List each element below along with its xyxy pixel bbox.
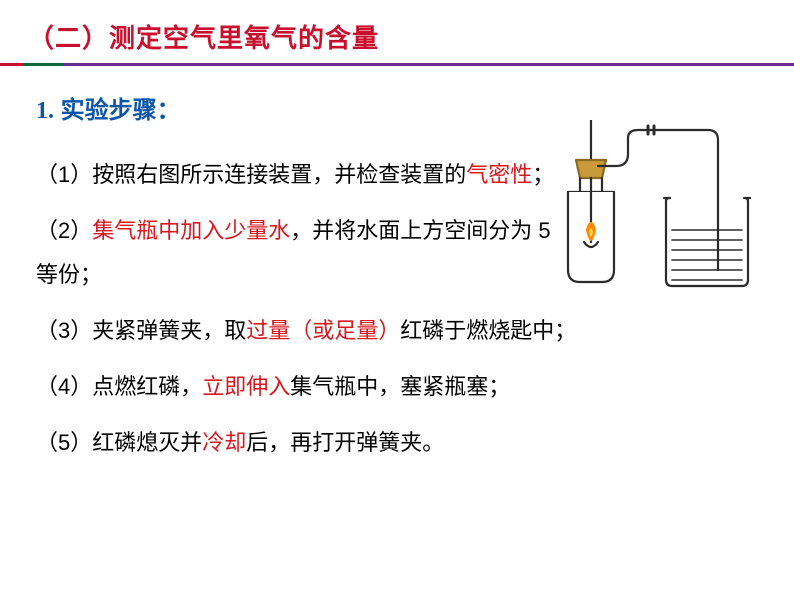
step-1: （1）按照右图所示连接装置，并检查装置的气密性； xyxy=(36,153,556,197)
section-title: （二）测定空气里氧气的含量 xyxy=(28,18,794,55)
highlight-text: 气密性 xyxy=(466,162,532,187)
step-text: （2） xyxy=(36,218,92,243)
highlight-text: 立即伸入 xyxy=(202,374,290,399)
step-text: 集气瓶中，塞紧瓶塞； xyxy=(290,374,510,399)
highlight-text: 集气瓶中加入少量水 xyxy=(92,218,290,243)
apparatus-diagram xyxy=(528,120,758,320)
highlight-text: 过量（或足量） xyxy=(246,318,400,343)
content-area: 1. 实验步骤： （1）按照右图所示连接装置，并检查装置的气密性；（2）集气瓶中… xyxy=(0,90,794,465)
step-2: （2）集气瓶中加入少量水，并将水面上方空间分为 5 等份； xyxy=(36,209,556,297)
subtitle-number: 1. xyxy=(36,98,54,124)
highlight-text: 冷却 xyxy=(202,430,246,455)
step-text: （4）点燃红磷， xyxy=(36,374,202,399)
stopper-shape xyxy=(576,160,606,178)
section-header: （二）测定空气里氧气的含量 xyxy=(0,0,794,63)
step-text: （3）夹紧弹簧夹，取 xyxy=(36,318,246,343)
step-text: 红磷于燃烧匙中； xyxy=(400,318,576,343)
step-5: （5）红磷熄灭并冷却后，再打开弹簧夹。 xyxy=(36,421,764,465)
header-underline xyxy=(0,63,794,66)
subtitle-text: 实验步骤： xyxy=(54,97,181,124)
step-text: 后，再打开弹簧夹。 xyxy=(246,430,444,455)
step-text: （5）红磷熄灭并 xyxy=(36,430,202,455)
step-text: （1）按照右图所示连接装置，并检查装置的 xyxy=(36,162,466,187)
step-4: （4）点燃红磷，立即伸入集气瓶中，塞紧瓶塞； xyxy=(36,365,764,409)
